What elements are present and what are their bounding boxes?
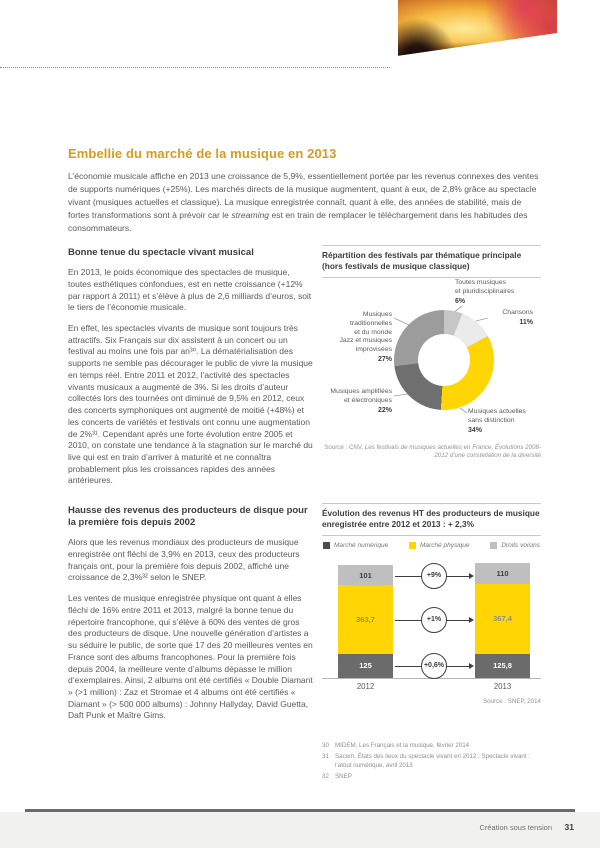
bar-segment: 367,4 <box>475 583 530 654</box>
bars-plot-area: 101 363,7 125 110 367,4 125,8 +9% +1% +0,6% <box>322 562 541 679</box>
label-line: Musiques actuelles <box>468 407 526 415</box>
footnote-text: SNEP <box>335 773 352 781</box>
bar-segment: 125,8 <box>475 653 530 678</box>
change-arrow-physique: +1% <box>395 606 474 633</box>
intro-italic-word: streaming <box>231 209 270 220</box>
label-line: Jazz et musiques <box>339 337 392 345</box>
label-value: 22% <box>377 406 392 414</box>
donut-hole <box>418 333 470 386</box>
bar-segment: 101 <box>338 565 393 585</box>
label-line: Musiques traditionnelles <box>350 310 392 327</box>
chart-title: enregistrée entre 2012 et 2013 : + 2,3% <box>322 518 474 529</box>
footnote-number: 32 <box>322 773 329 781</box>
chart-source-cnv: Source : CNV, Les festivals de musiques … <box>322 444 541 461</box>
footnote-32: 32 SNEP <box>322 773 541 781</box>
change-arrow-droits-voisins: +9% <box>395 562 474 589</box>
label-line: et pluridisciplinaires <box>455 287 515 295</box>
footer-report-title: Création sous tension <box>479 823 552 832</box>
footnote-number: 30 <box>322 742 329 749</box>
legend-label: Droits voisins <box>501 541 540 549</box>
arrow-head-icon <box>469 662 474 669</box>
label-line: et électroniques <box>344 396 392 404</box>
paragraph: En effet, les spectacles vivants de musi… <box>68 323 313 486</box>
footnote-30: 30 MIDEM, Les Français et la musique, fé… <box>322 742 541 750</box>
paragraph: Alors que les revenus mondiaux des produ… <box>68 537 300 583</box>
chart-title: Évolution des revenus HT des producteurs… <box>322 508 540 518</box>
festival-donut-chart: Répartition des festivals par thématique… <box>322 245 541 460</box>
label-line: sans distinction <box>468 416 515 424</box>
chart-header: Répartition des festivals par thématique… <box>322 245 541 278</box>
label-value: 34% <box>468 426 483 434</box>
legend-item-numerique: Marché numérique <box>323 541 389 549</box>
legend-swatch <box>490 541 498 549</box>
section-heading: Hausse des revenus des producteurs de di… <box>68 505 308 529</box>
paragraph: En 2013, le poids économique des spectac… <box>68 267 312 313</box>
label-line: et du monde <box>354 328 392 336</box>
intro-paragraph: L’économie musicale affiche en 2013 une … <box>68 170 542 234</box>
arrow-head-icon <box>469 572 474 579</box>
legend-item-droits-voisins: Droits voisins <box>490 541 540 549</box>
stacked-bar-2012: 101 363,7 125 <box>338 565 393 678</box>
chart-source-snep: Source : SNEP, 2014 <box>482 697 541 705</box>
revenues-bar-chart: Évolution des revenus HT des producteurs… <box>322 503 541 706</box>
footnote-number: 31 <box>322 753 329 761</box>
donut-plot-area: Toutes musiques et pluridisciplinaires 6… <box>322 278 541 438</box>
legend-swatch <box>323 541 330 549</box>
axis-label-2012: 2012 <box>356 681 375 691</box>
footnote-text: Sacem, États des lieux du spectacle viva… <box>335 753 531 769</box>
bar-segment: 363,7 <box>338 584 393 654</box>
label-value: 27% <box>377 356 392 364</box>
donut-label-amplifiees: Musiques amplifiées et électroniques 22% <box>322 388 392 415</box>
bar-segment: 125 <box>338 653 393 678</box>
donut-label-actuelles: Musiques actuelles sans distinction 34% <box>468 408 526 435</box>
change-badge: +1% <box>421 606 447 633</box>
bar-segment: 110 <box>475 562 530 584</box>
concert-photo <box>398 0 557 56</box>
footer-rule <box>25 809 575 812</box>
change-arrow-numerique: +0,6% <box>395 652 474 679</box>
donut-label-traditionnelles: Musiques traditionnelles et du monde Jaz… <box>322 311 392 365</box>
donut-label-chansons: Chansons 11% <box>491 309 533 327</box>
page-title: Embellie du marché de la musique en 2013 <box>68 146 337 161</box>
chart-header: Évolution des revenus HT des producteurs… <box>322 503 541 536</box>
x-axis: 2012 2013 <box>322 682 541 692</box>
legend-label: Marché numérique <box>334 541 389 549</box>
label-line: improvisées <box>355 346 392 354</box>
source-title: Les festivals de musiques actuelles en F… <box>364 443 541 459</box>
source-prefix: Source : CNV, <box>324 443 365 451</box>
legend-item-physique: Marché physique <box>409 541 470 549</box>
axis-label-2013: 2013 <box>493 681 512 691</box>
donut-label-toutes-musiques: Toutes musiques et pluridisciplinaires 6… <box>455 279 514 306</box>
arrow-head-icon <box>469 616 474 623</box>
change-badge: +9% <box>421 562 447 589</box>
legend-swatch <box>409 541 417 549</box>
intro-part1: L’économie musicale affiche en 2013 une … <box>68 171 539 220</box>
chart-subtitle: (hors festivals de musique classique) <box>322 260 470 271</box>
section-spectacle-vivant: Bonne tenue du spectacle vivant musical … <box>68 247 313 496</box>
legend-label: Marché physique <box>420 541 470 549</box>
footer-page-number: 31 <box>564 822 574 832</box>
footnote-31: 31 Sacem, États des lieux du spectacle v… <box>322 753 541 770</box>
footnotes: 30 MIDEM, Les Français et la musique, fé… <box>322 742 541 784</box>
footnote-text: MIDEM, Les Français et la musique, févri… <box>335 742 470 749</box>
label-line: Musiques amplifiées <box>330 387 392 395</box>
paragraph: Les ventes de musique enregistrée physiq… <box>68 593 313 721</box>
intro-part2: est en train de remplacer le téléchargem… <box>68 209 528 233</box>
footer-band <box>0 812 600 848</box>
label-value: 6% <box>455 297 466 305</box>
stacked-bar-2013: 110 367,4 125,8 <box>475 562 530 678</box>
label-line: Chansons <box>502 308 533 316</box>
change-badge: +0,6% <box>421 652 447 679</box>
section-heading: Bonne tenue du spectacle vivant musical <box>68 247 254 258</box>
leader-lines <box>393 305 489 413</box>
dotted-divider <box>0 67 390 68</box>
label-value: 11% <box>519 318 533 326</box>
label-line: Toutes musiques <box>455 278 507 286</box>
chart-legend: Marché numérique Marché physique Droits … <box>322 541 541 549</box>
section-revenus-producteurs: Hausse des revenus des producteurs de di… <box>68 505 313 731</box>
chart-title: Répartition des festivals par thématique… <box>322 250 522 260</box>
